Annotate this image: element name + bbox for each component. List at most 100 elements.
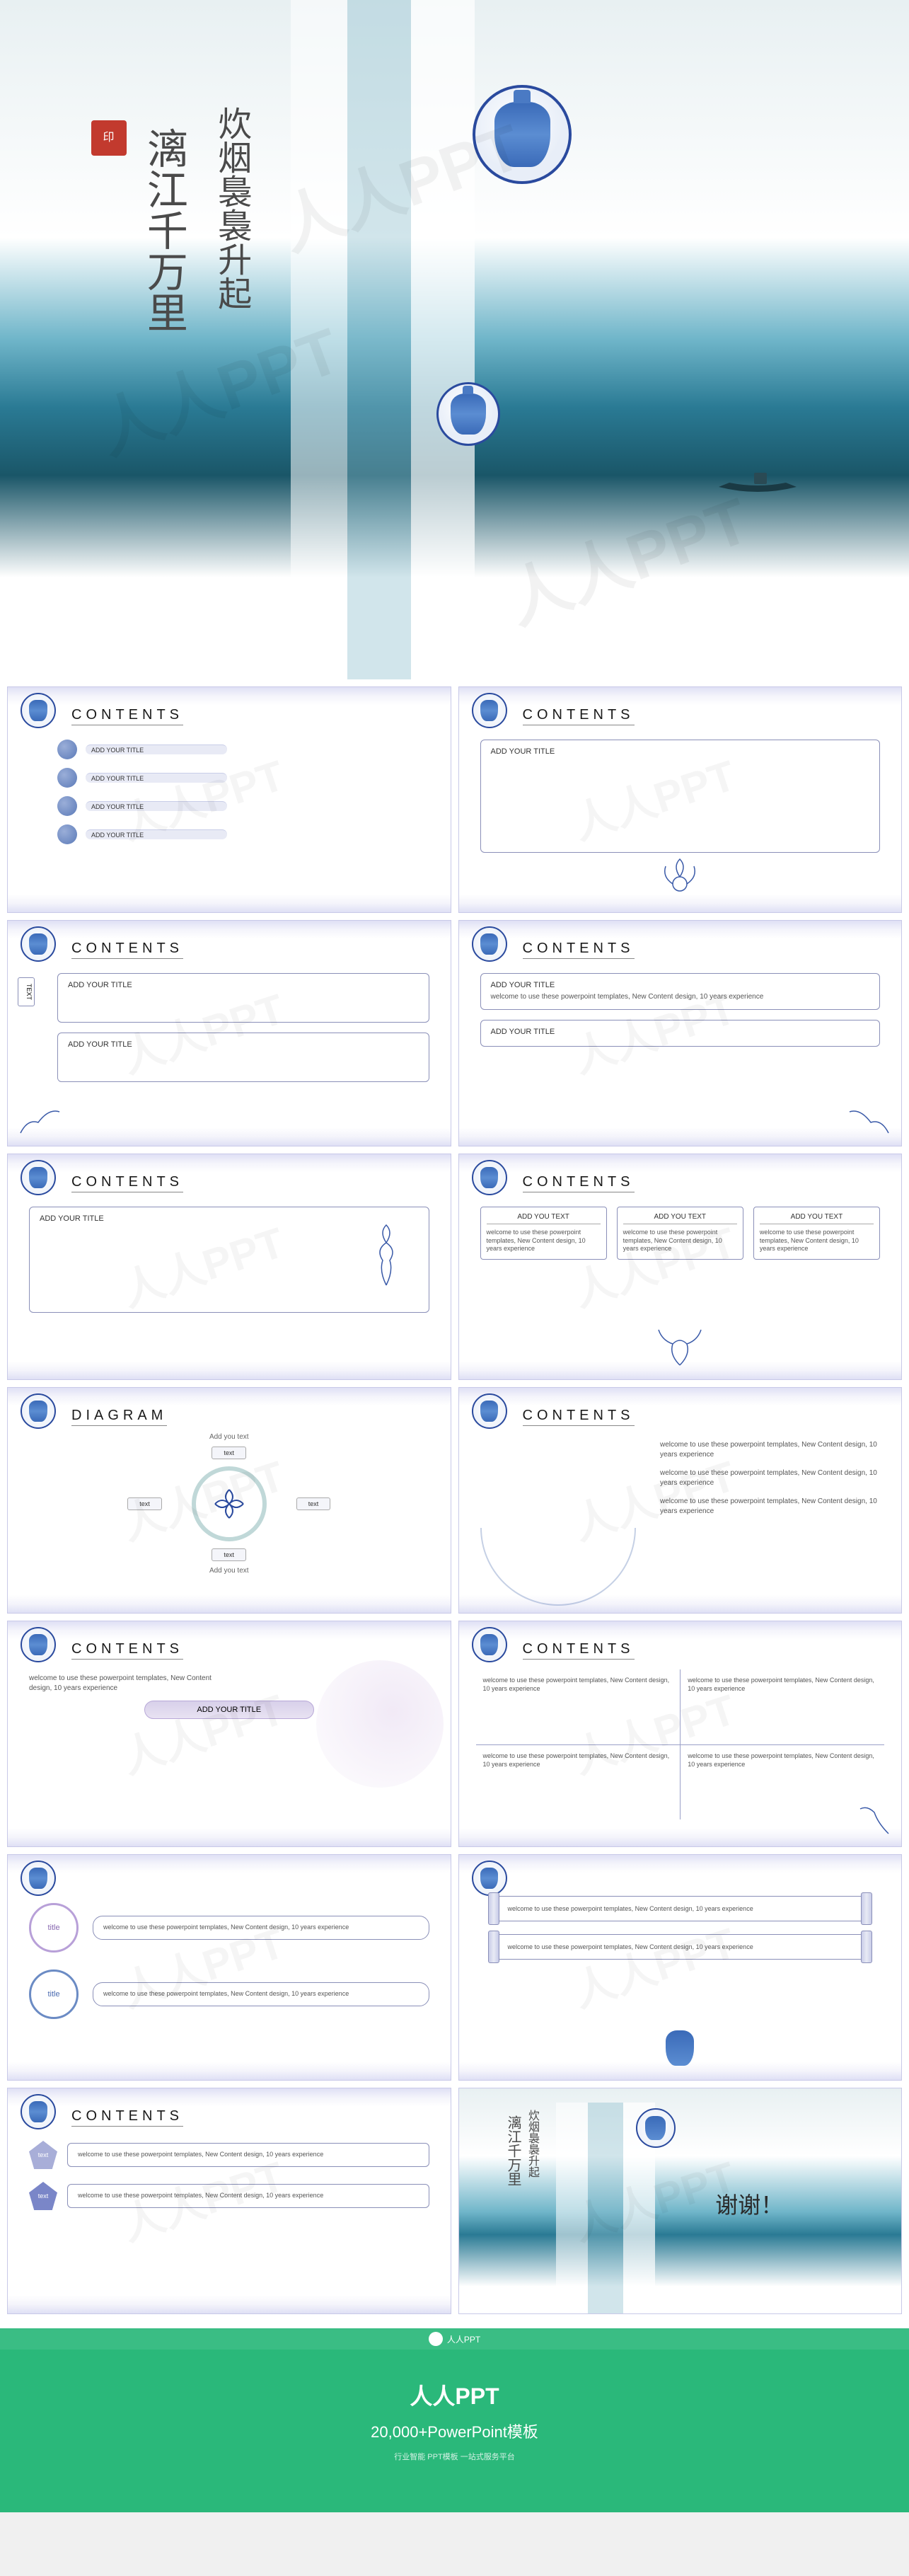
floral-center-icon (190, 1465, 268, 1543)
list-item: ADD YOUR TITLE (57, 740, 429, 759)
tag-pill: text (212, 1447, 246, 1459)
slide-title-circles: title welcome to use these powerpoint te… (7, 1854, 451, 2081)
diagram-label: Add you text (209, 1567, 249, 1575)
sample-text: welcome to use these powerpoint template… (623, 1229, 737, 1253)
sample-text: welcome to use these powerpoint template… (760, 1229, 874, 1253)
sample-text: welcome to use these powerpoint template… (508, 1905, 853, 1912)
hero-calligraphy: 炊烟裊裊升起 漓江千万里 印 (91, 106, 262, 333)
floral-ornament-icon (13, 1083, 70, 1140)
slide-heading: CONTENTS (523, 707, 635, 725)
title-circle: title (29, 1970, 79, 2019)
calligraphy-line-2: 漓江千万里 (127, 127, 200, 333)
footer-top-bar: 人人PPT (0, 2328, 909, 2350)
box-heading: ADD YOUR TITLE (491, 981, 870, 989)
sample-text: welcome to use these powerpoint template… (508, 1943, 853, 1950)
quadrant-cell: welcome to use these powerpoint template… (480, 1674, 676, 1740)
slide-contents-quadrant: CONTENTS welcome to use these powerpoint… (458, 1621, 903, 1847)
slide-contents-bowl: CONTENTS welcome to use these powerpoint… (458, 1387, 903, 1614)
pill-label: ADD YOUR TITLE (86, 801, 227, 811)
vase-badge-icon (472, 926, 507, 962)
card: ADD YOU TEXT welcome to use these powerpo… (480, 1207, 607, 1260)
card: ADD YOU TEXTwelcome to use these powerpo… (753, 1207, 880, 1260)
list-item: ADD YOUR TITLE (57, 768, 429, 788)
floral-ornament-icon (652, 1316, 708, 1372)
slide-heading: CONTENTS (523, 1641, 635, 1660)
vase-badge-icon (21, 1627, 56, 1662)
footer-brand-name: 人人PPT (410, 2379, 499, 2411)
slide-contents-three-cards: CONTENTS ADD YOU TEXT welcome to use thes… (458, 1154, 903, 1380)
lozenge-text: welcome to use these powerpoint template… (93, 1982, 429, 2006)
sample-text: welcome to use these powerpoint template… (487, 1229, 601, 1253)
slide-heading: DIAGRAM (71, 1408, 167, 1426)
vase-badge-icon (21, 693, 56, 728)
vase-ornament-large (473, 85, 572, 184)
floral-ornament-icon (839, 1083, 896, 1140)
vase-footer-icon (666, 2030, 694, 2066)
sample-text: welcome to use these powerpoint template… (660, 1497, 880, 1517)
diagram-label: Add you text (209, 1433, 249, 1441)
row-text: welcome to use these powerpoint template… (67, 2143, 429, 2167)
slides-grid: CONTENTS ADD YOUR TITLE ADD YOUR TITLE A… (0, 679, 909, 2328)
bullet-icon (57, 824, 77, 844)
brand-logo-icon (429, 2332, 443, 2346)
box-heading: ADD YOUR TITLE (491, 1028, 870, 1036)
seal-stamp: 印 (91, 120, 127, 156)
slide-contents-two-boxes: CONTENTS TEXT ADD YOUR TITLE ADD YOUR TI… (7, 920, 451, 1146)
vertical-text-tag: TEXT (18, 977, 35, 1006)
boat-icon (715, 467, 800, 495)
list-item: ADD YOUR TITLE (57, 824, 429, 844)
tag-pill: text (212, 1548, 246, 1561)
floral-ornament-icon (652, 849, 708, 905)
box-heading: ADD YOUR TITLE (68, 981, 419, 989)
tag-pill: text (296, 1497, 331, 1510)
thanks-text: 谢谢！ (715, 2187, 783, 2220)
calligraphy-line-1: 炊烟裊裊升起 (200, 106, 261, 333)
slide-contents-pills: CONTENTS ADD YOUR TITLE ADD YOUR TITLE A… (7, 686, 451, 913)
scroll-panel: welcome to use these powerpoint template… (494, 1896, 867, 1921)
slide-contents-two-stacked: CONTENTS ADD YOUR TITLEwelcome to use th… (458, 920, 903, 1146)
brand-footer: 人人PPT 人人PPT 20,000+PowerPoint模板 行业智能 PPT… (0, 2328, 909, 2512)
quadrant-cell: welcome to use these powerpoint template… (685, 1674, 880, 1740)
slide-heading: CONTENTS (71, 707, 183, 725)
card: ADD YOU TEXTwelcome to use these powerpo… (617, 1207, 743, 1260)
title-circle: title (29, 1903, 79, 1953)
slide-heading: CONTENTS (71, 1174, 183, 1192)
quadrant-cell: welcome to use these powerpoint template… (480, 1749, 676, 1815)
slide-heading: CONTENTS (71, 1641, 183, 1660)
slide-heading: CONTENTS (71, 2108, 183, 2127)
slide-heading: CONTENTS (523, 1408, 635, 1426)
sample-text: welcome to use these powerpoint template… (491, 992, 870, 1002)
sample-text: welcome to use these powerpoint template… (660, 1468, 880, 1488)
pill-label: ADD YOUR TITLE (86, 744, 227, 754)
pill-label: ADD YOUR TITLE (86, 773, 227, 783)
hero-stripes (291, 0, 475, 679)
vase-ornament-small (436, 382, 500, 446)
row-text: welcome to use these powerpoint template… (67, 2184, 429, 2208)
purple-pill-label: ADD YOUR TITLE (144, 1701, 314, 1719)
vase-badge-icon (472, 1627, 507, 1662)
vase-badge-icon (21, 926, 56, 962)
box-heading: ADD YOUR TITLE (491, 747, 870, 756)
bullet-icon (57, 796, 77, 816)
footer-top-label: 人人PPT (447, 2333, 480, 2345)
page-root: 炊烟裊裊升起 漓江千万里 印 人人PPT 人人PPT 人人PPT CONTENT… (0, 0, 909, 2512)
slide-contents-box-floral: CONTENTS ADD YOUR TITLE 人人PPT (458, 686, 903, 913)
list-item: ADD YOUR TITLE (57, 796, 429, 816)
floral-ornament-icon (358, 1221, 415, 1294)
slide-thanks: 炊烟裊裊升起 漓江千万里 谢谢！ 人人PPT (458, 2088, 903, 2314)
sample-text: welcome to use these powerpoint template… (660, 1440, 880, 1460)
pill-label: ADD YOUR TITLE (86, 829, 227, 839)
footer-small-text: 行业智能 PPT模板 一站式服务平台 (394, 2451, 515, 2462)
slide-heading: CONTENTS (523, 1174, 635, 1192)
card-heading: ADD YOU TEXT (487, 1213, 601, 1224)
vase-badge-icon (21, 2094, 56, 2129)
vase-badge-icon (472, 1160, 507, 1195)
slide-contents-wide-box: CONTENTS ADD YOUR TITLE 人人PPT (7, 1154, 451, 1380)
floral-ornament-icon (839, 1784, 896, 1841)
slide-scroll-panels: welcome to use these powerpoint template… (458, 1854, 903, 2081)
footer-tagline: 20,000+PowerPoint模板 (371, 2420, 538, 2442)
slide-diagram: DIAGRAM Add you text text text text text… (7, 1387, 451, 1614)
bullet-icon (57, 768, 77, 788)
vase-badge-icon (636, 2108, 676, 2148)
tag-pill: text (127, 1497, 162, 1510)
